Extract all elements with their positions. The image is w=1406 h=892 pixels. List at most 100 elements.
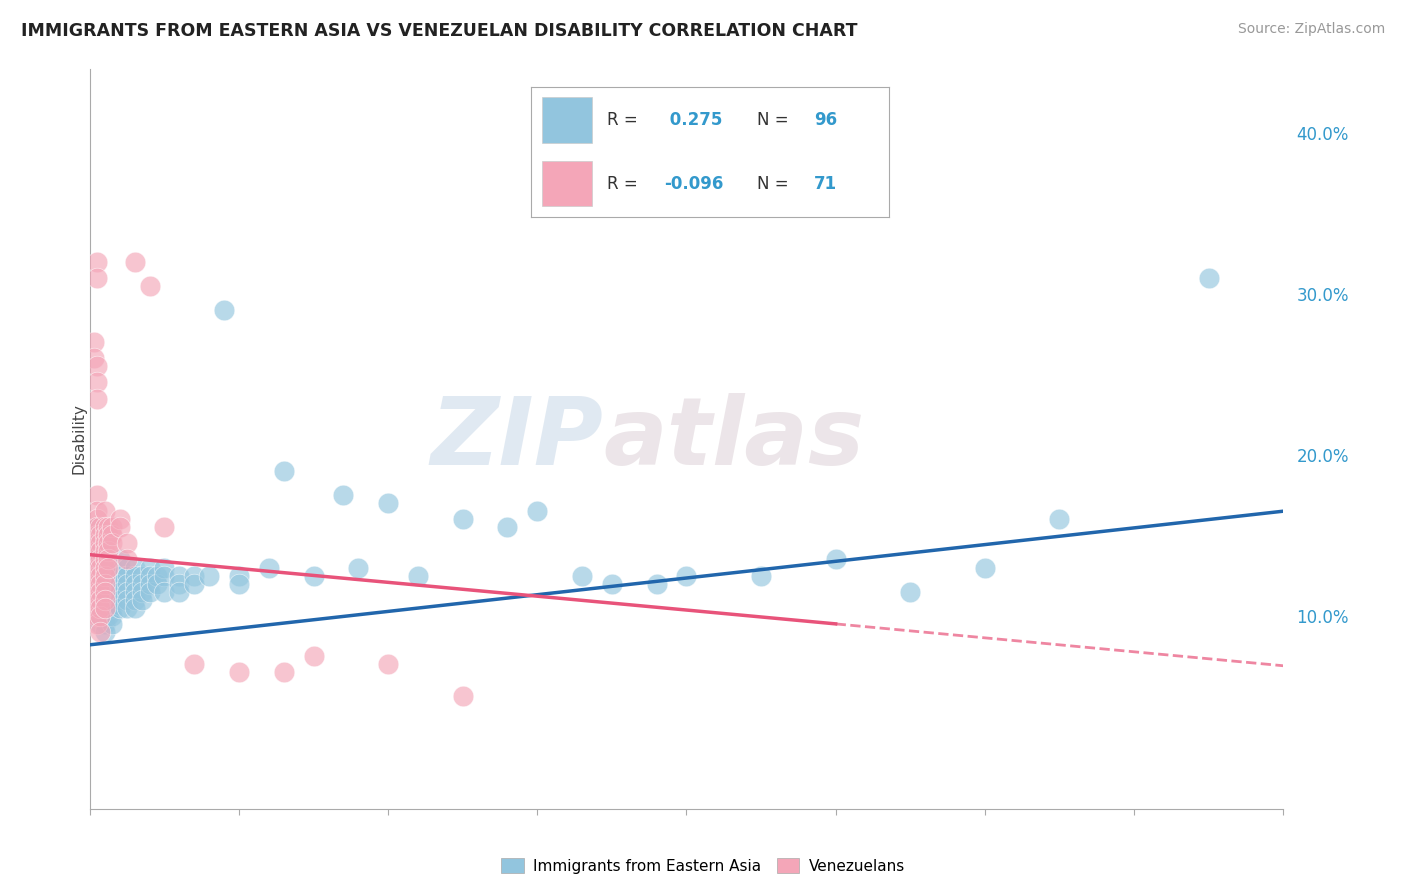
Point [108, 576, 131, 591]
Point [101, 584, 124, 599]
Point [115, 592, 138, 607]
Point [94, 568, 117, 582]
Point [377, 657, 399, 672]
Text: atlas: atlas [603, 392, 865, 484]
Point [108, 592, 131, 607]
Point [108, 584, 131, 599]
Point [86, 520, 108, 534]
Point [89, 584, 111, 599]
Point [94, 536, 117, 550]
Point [101, 592, 124, 607]
Point [101, 528, 124, 542]
Point [115, 600, 138, 615]
Point [86, 560, 108, 574]
Point [496, 520, 519, 534]
Point [86, 616, 108, 631]
Point [86, 552, 108, 566]
Point [86, 359, 108, 374]
Point [97, 568, 120, 582]
Point [183, 576, 205, 591]
Point [89, 520, 111, 534]
Point [89, 576, 111, 591]
Point [406, 568, 429, 582]
Point [131, 584, 153, 599]
Point [212, 303, 235, 318]
Point [89, 616, 111, 631]
Point [146, 576, 169, 591]
Point [94, 560, 117, 574]
Point [97, 608, 120, 623]
Point [94, 504, 117, 518]
Point [89, 544, 111, 558]
Point [97, 592, 120, 607]
Point [94, 552, 117, 566]
Point [86, 376, 108, 390]
Point [97, 536, 120, 550]
Point [86, 270, 108, 285]
Point [101, 536, 124, 550]
Point [94, 600, 117, 615]
Point [898, 584, 921, 599]
Point [97, 560, 120, 574]
Point [675, 568, 697, 582]
Point [124, 584, 146, 599]
Point [86, 552, 108, 566]
Point [131, 576, 153, 591]
Point [228, 665, 250, 680]
Point [124, 600, 146, 615]
Text: Source: ZipAtlas.com: Source: ZipAtlas.com [1237, 22, 1385, 37]
Point [138, 584, 160, 599]
Point [146, 568, 169, 582]
Point [94, 624, 117, 639]
Point [89, 568, 111, 582]
Point [89, 552, 111, 566]
Point [89, 544, 111, 558]
Point [89, 600, 111, 615]
Point [169, 576, 191, 591]
Point [302, 649, 325, 664]
Point [86, 568, 108, 582]
Point [101, 576, 124, 591]
Point [89, 624, 111, 639]
Point [97, 600, 120, 615]
Point [94, 552, 117, 566]
Point [108, 552, 131, 566]
Text: ZIP: ZIP [430, 392, 603, 484]
Point [124, 254, 146, 268]
Point [89, 592, 111, 607]
Point [94, 544, 117, 558]
Point [332, 488, 354, 502]
Point [94, 616, 117, 631]
Point [131, 568, 153, 582]
Point [86, 584, 108, 599]
Point [94, 560, 117, 574]
Point [124, 576, 146, 591]
Point [124, 560, 146, 574]
Y-axis label: Disability: Disability [72, 403, 86, 475]
Point [89, 528, 111, 542]
Point [97, 552, 120, 566]
Point [89, 608, 111, 623]
Point [94, 600, 117, 615]
Point [94, 520, 117, 534]
Point [83, 335, 105, 350]
Point [183, 568, 205, 582]
Point [600, 576, 623, 591]
Point [86, 504, 108, 518]
Point [86, 608, 108, 623]
Point [451, 690, 474, 704]
Point [89, 560, 111, 574]
Point [94, 528, 117, 542]
Point [115, 536, 138, 550]
Point [138, 576, 160, 591]
Point [97, 576, 120, 591]
Point [153, 560, 176, 574]
Point [124, 568, 146, 582]
Point [101, 600, 124, 615]
Point [97, 528, 120, 542]
Point [86, 576, 108, 591]
Point [824, 552, 846, 566]
Point [273, 464, 295, 478]
Point [1198, 270, 1220, 285]
Point [115, 552, 138, 566]
